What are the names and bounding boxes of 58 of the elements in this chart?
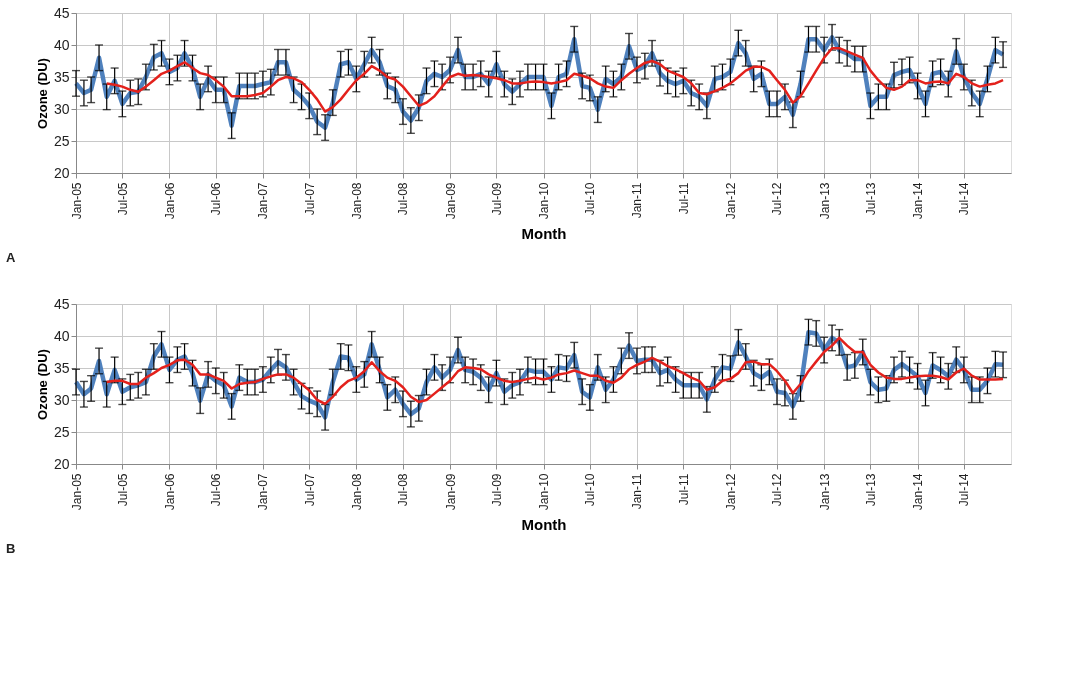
x-tick-label: Jan-12 (723, 473, 738, 511)
x-tick-label: Jan-10 (537, 473, 551, 511)
x-tick-label: Jul-07 (302, 182, 317, 216)
x-axis-title: Month (521, 516, 567, 534)
y-tick-label: 35 (53, 359, 70, 376)
x-tick-label: Jul-13 (863, 473, 878, 507)
x-tick-label: Jul-05 (115, 473, 130, 507)
x-tick-label: Jul-12 (770, 473, 785, 507)
y-tick-label: 45 (53, 4, 70, 21)
x-tick-label: Jan-12 (723, 182, 738, 220)
x-tick-label: Jul-13 (863, 182, 878, 216)
x-tick-label: Jul-10 (583, 182, 598, 216)
x-tick-label: Jan-14 (911, 473, 926, 511)
y-tick-label: 30 (53, 100, 70, 117)
x-tick-label: Jan-08 (349, 473, 364, 511)
x-tick-label: Jan-09 (443, 182, 458, 220)
x-tick-label: Jan-09 (443, 473, 458, 511)
x-tick-label: Jul-14 (957, 473, 972, 507)
y-tick-label: 45 (53, 295, 70, 312)
text: B (6, 541, 16, 556)
x-tick-label: Jul-11 (676, 473, 691, 506)
y-tick-label: 35 (53, 68, 70, 85)
x-tick-label: Jan-13 (817, 473, 832, 511)
y-tick-label: 20 (53, 164, 70, 181)
y-tick-label: 25 (53, 423, 70, 440)
x-axis-title: Month (521, 225, 567, 243)
y-axis-title: Ozone (DU) (34, 58, 50, 129)
x-tick-label: Jan-06 (162, 182, 177, 220)
x-tick-label: Jan-11 (630, 182, 645, 219)
x-tick-label: Jul-08 (396, 473, 411, 507)
x-tick-label: Jul-05 (115, 182, 130, 216)
x-tick-label: Jan-14 (911, 182, 926, 220)
x-tick-label: Jul-10 (583, 473, 598, 507)
y-tick-label: 25 (53, 132, 70, 149)
text: A (6, 250, 16, 265)
x-tick-label: Jul-06 (209, 182, 224, 216)
x-tick-label: Jan-07 (256, 182, 271, 220)
x-tick-label: Jan-06 (162, 473, 177, 511)
x-tick-label: Jul-11 (676, 182, 691, 215)
x-tick-label: Jan-10 (537, 182, 551, 220)
x-tick-label: Jan-05 (69, 182, 84, 220)
x-tick-label: Jul-14 (957, 182, 972, 216)
x-tick-label: Jan-05 (69, 473, 84, 511)
x-tick-label: Jan-13 (817, 182, 832, 220)
x-tick-label: Jul-07 (302, 473, 317, 507)
x-tick-label: Jan-08 (349, 182, 364, 220)
x-tick-label: Jul-12 (770, 182, 785, 216)
x-tick-label: Jul-09 (489, 473, 504, 507)
x-tick-label: Jan-07 (256, 473, 271, 511)
y-tick-label: 20 (53, 455, 70, 472)
y-axis-title: Ozone (DU) (34, 349, 50, 420)
x-tick-label: Jul-09 (489, 182, 504, 216)
x-tick-label: Jul-08 (396, 182, 411, 216)
y-tick-label: 40 (53, 36, 70, 53)
y-tick-label: 40 (53, 327, 70, 344)
x-tick-label: Jul-06 (209, 473, 224, 507)
y-tick-label: 30 (53, 391, 70, 408)
x-tick-label: Jan-11 (630, 473, 645, 510)
